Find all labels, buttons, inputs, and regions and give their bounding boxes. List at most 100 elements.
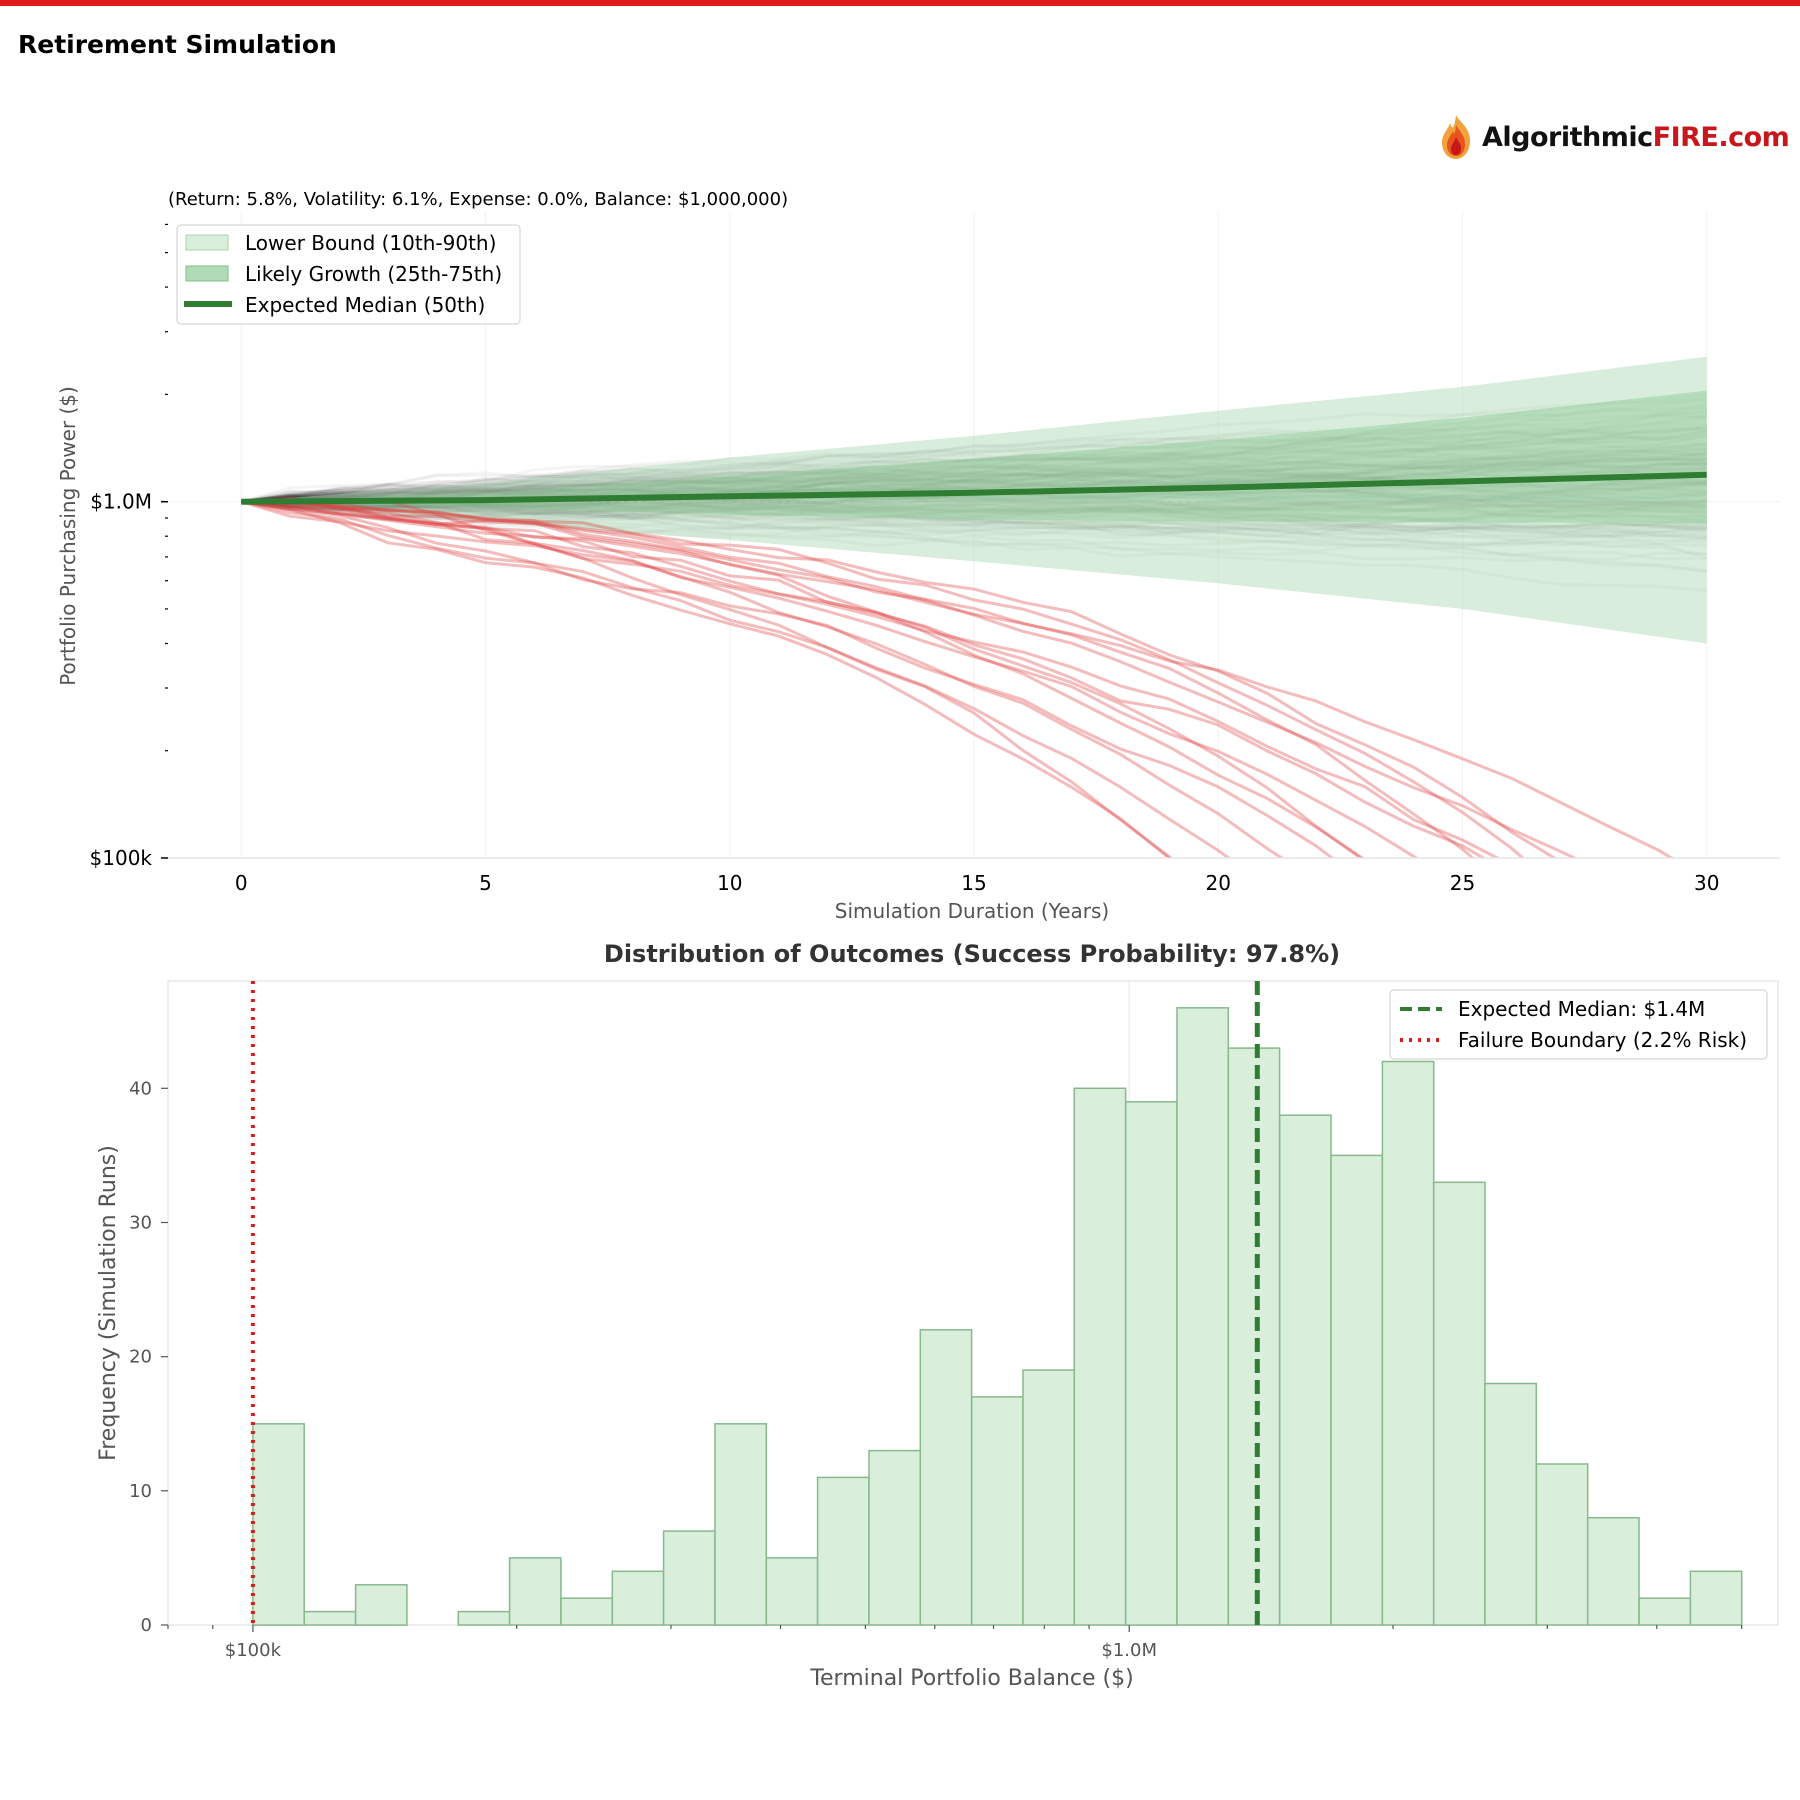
histogram-bar — [1073, 1087, 1127, 1626]
brand-logo[interactable]: AlgorithmicFIRE.com — [1438, 112, 1790, 162]
histogram-bar — [1227, 1047, 1281, 1626]
background-path — [241, 461, 1707, 511]
background-path — [241, 453, 1707, 505]
background-path — [241, 452, 1707, 509]
background-path — [241, 406, 1707, 507]
background-path — [241, 457, 1707, 506]
chart2-y-tick-label: 0 — [141, 1615, 152, 1636]
chart1-legend: Lower Bound (10th-90th) Likely Growth (2… — [176, 224, 521, 325]
background-path — [241, 500, 1707, 592]
background-path — [241, 493, 1707, 538]
background-path — [241, 451, 1707, 512]
background-path — [241, 482, 1707, 516]
background-path — [241, 471, 1707, 514]
histogram-bar — [1176, 1007, 1230, 1626]
background-path — [241, 446, 1707, 505]
background-path — [241, 500, 1707, 561]
background-path — [241, 458, 1707, 504]
histogram-bar — [1535, 1463, 1589, 1626]
background-path — [241, 481, 1707, 507]
chart2-x-tick-label: $100k — [225, 1640, 282, 1661]
background-path — [241, 430, 1707, 504]
background-path — [241, 494, 1707, 518]
background-path — [241, 497, 1707, 536]
background-path — [241, 428, 1707, 504]
background-path — [241, 495, 1707, 513]
background-path — [241, 500, 1707, 532]
histogram-bar — [1638, 1597, 1692, 1626]
background-path — [241, 497, 1707, 529]
background-path — [241, 421, 1707, 504]
background-path — [241, 427, 1707, 504]
background-path — [241, 465, 1707, 506]
background-path — [241, 476, 1707, 504]
top-accent-bar — [0, 0, 1800, 6]
background-path — [241, 447, 1707, 512]
background-path — [241, 414, 1707, 504]
background-path — [241, 423, 1707, 507]
background-path — [241, 471, 1707, 504]
background-path — [241, 494, 1707, 532]
background-path — [241, 491, 1707, 523]
background-path — [241, 500, 1707, 556]
background-path — [241, 499, 1707, 539]
histogram-bar — [252, 1423, 305, 1626]
failure-path — [240, 500, 1335, 858]
failure-path — [241, 499, 1501, 858]
background-path — [241, 499, 1707, 535]
background-path — [241, 462, 1707, 506]
failure-path — [241, 500, 1578, 858]
histogram-bar — [508, 1557, 562, 1626]
background-path — [241, 492, 1707, 521]
background-path — [241, 417, 1707, 504]
failure-path — [241, 500, 1172, 858]
chart1-x-tick-label: 10 — [717, 871, 742, 895]
histogram-bar — [816, 1476, 870, 1626]
background-path — [241, 489, 1707, 514]
page-title: Retirement Simulation — [18, 30, 337, 59]
background-path — [241, 500, 1707, 531]
chart2-y-tick-label: 40 — [129, 1078, 152, 1099]
histogram-bar — [1432, 1181, 1486, 1626]
histogram-bar — [1022, 1369, 1076, 1626]
chart1-axes: 0 5 10 15 20 25 30 $100k $1.0M — [90, 223, 1780, 895]
background-path — [241, 491, 1708, 560]
background-path — [241, 479, 1707, 510]
background-path — [241, 396, 1707, 504]
legend-label-lower-bound: Lower Bound (10th-90th) — [245, 231, 496, 255]
background-path — [241, 491, 1707, 515]
background-path — [241, 430, 1707, 511]
legend-label-expected-median: Expected Median: $1.4M — [1458, 997, 1705, 1021]
chart1-legend-box — [176, 224, 521, 325]
background-path — [241, 463, 1707, 509]
failure-path — [241, 499, 1475, 858]
background-path — [241, 499, 1707, 522]
background-path — [241, 413, 1707, 504]
background-path — [241, 474, 1707, 505]
background-path — [241, 451, 1707, 504]
histogram-bar — [1484, 1382, 1538, 1626]
background-path — [241, 483, 1707, 519]
histogram-bar — [1124, 1101, 1178, 1626]
chart1-y-tick-label: $1.0M — [90, 490, 152, 514]
histogram-bar — [611, 1570, 665, 1626]
chart1-x-tick-label: 30 — [1694, 871, 1719, 895]
background-path — [241, 437, 1707, 504]
chart1-y-tick-label: $100k — [90, 846, 153, 870]
background-path — [241, 484, 1707, 521]
background-path — [240, 462, 1707, 504]
failure-path — [240, 500, 1285, 858]
background-path — [241, 444, 1707, 504]
chart2-histogram-bars — [252, 1007, 1743, 1626]
logo-text-main: Algorithmic — [1482, 121, 1653, 153]
background-path — [241, 491, 1707, 513]
histogram-bar — [303, 1610, 357, 1626]
background-path — [241, 492, 1707, 514]
histogram-bar — [1278, 1114, 1332, 1626]
chart2-y-tick-label: 20 — [129, 1347, 152, 1368]
histogram-bar — [1689, 1570, 1743, 1626]
histogram-bar — [970, 1396, 1024, 1626]
background-path — [241, 452, 1707, 504]
background-path — [241, 448, 1707, 504]
